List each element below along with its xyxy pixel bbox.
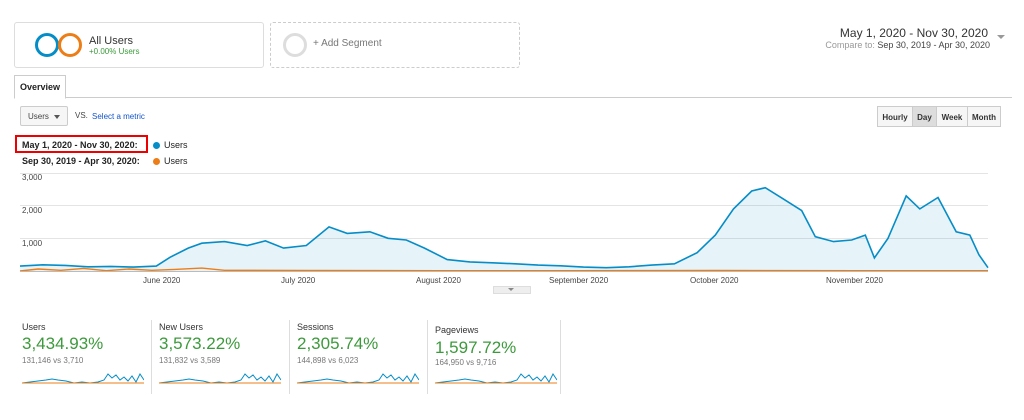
segment-change: +0.00% Users [89, 47, 140, 56]
scorecard-divider [560, 320, 561, 394]
x-tick-november: November 2020 [826, 276, 883, 285]
scorecard-pageviews[interactable]: Pageviews 1,597.72% 164,950 vs 9,716 [435, 320, 560, 394]
granularity-month[interactable]: Month [967, 106, 1001, 127]
legend-range-compare: Sep 30, 2019 - Apr 30, 2020: [22, 156, 140, 166]
scorecard-label: New Users [159, 322, 204, 332]
add-segment-ring-icon [283, 33, 307, 57]
scorecard-comparison: 144,898 vs 6,023 [297, 356, 359, 365]
y-tick-2000: 2,000 [22, 206, 43, 215]
y-tick-1000: 1,000 [22, 239, 43, 248]
granularity-day[interactable]: Day [912, 106, 937, 127]
scorecard-divider [427, 320, 428, 394]
legend-range-primary: May 1, 2020 - Nov 30, 2020: [22, 140, 138, 150]
chevron-down-icon [54, 115, 60, 119]
scorecard-comparison: 131,146 vs 3,710 [22, 356, 84, 365]
legend-dot-primary [153, 142, 160, 149]
add-segment-button[interactable]: + Add Segment [270, 22, 520, 68]
highlight-box [15, 135, 148, 153]
scorecard-value: 2,305.74% [297, 334, 379, 353]
scorecard-comparison: 131,832 vs 3,589 [159, 356, 221, 365]
users-chart [19, 186, 989, 272]
scorecard-label: Users [22, 322, 46, 332]
y-tick-3000: 3,000 [22, 173, 43, 182]
scorecard-value: 3,573.22% [159, 334, 241, 353]
sparkline [297, 373, 419, 384]
scorecard-value: 3,434.93% [22, 334, 104, 353]
gridline-1000 [20, 238, 988, 239]
segment-orange-ring-icon [58, 33, 82, 57]
x-tick-june: June 2020 [143, 276, 181, 285]
scorecard-value: 1,597.72% [435, 338, 517, 357]
gridline-2000 [20, 205, 988, 206]
sparkline [159, 373, 281, 384]
series-area-primary [20, 187, 988, 271]
vs-label: VS. [75, 111, 88, 120]
sparkline [22, 373, 144, 384]
tab-overview[interactable]: Overview [14, 75, 66, 99]
tab-divider [14, 97, 1012, 98]
series-line-compare [19, 267, 988, 272]
scorecard-label: Pageviews [435, 325, 479, 335]
date-range-compare: Compare to: Sep 30, 2019 - Apr 30, 2020 [825, 40, 990, 50]
segment-all-users[interactable]: All Users +0.00% Users [14, 22, 264, 68]
scorecard-users[interactable]: Users 3,434.93% 131,146 vs 3,710 [22, 320, 147, 394]
chevron-down-icon[interactable] [997, 35, 1005, 39]
x-tick-september: September 2020 [549, 276, 609, 285]
scorecard-sessions[interactable]: Sessions 2,305.74% 144,898 vs 6,023 [297, 320, 422, 394]
add-segment-label: + Add Segment [313, 38, 382, 49]
scorecard-divider [289, 320, 290, 394]
segment-blue-ring-icon [35, 33, 59, 57]
scorecard-comparison: 164,950 vs 9,716 [435, 358, 497, 367]
x-tick-july: July 2020 [281, 276, 316, 285]
date-range-main: May 1, 2020 - Nov 30, 2020 [839, 26, 988, 40]
scorecard-label: Sessions [297, 322, 334, 332]
legend-dot-compare [153, 158, 160, 165]
series-line-primary [19, 186, 989, 269]
scorecard-divider [151, 320, 152, 394]
legend-metric-compare: Users [164, 156, 188, 166]
segment-name: All Users [89, 35, 134, 47]
legend-metric-primary: Users [164, 140, 188, 150]
x-tick-august: August 2020 [416, 276, 461, 285]
chart-resize-handle[interactable] [493, 286, 531, 294]
metric-select[interactable]: Users [20, 106, 68, 126]
sparkline [435, 373, 557, 384]
select-metric-link[interactable]: Select a metric [92, 112, 145, 121]
x-tick-october: October 2020 [690, 276, 739, 285]
scorecard-new-users[interactable]: New Users 3,573.22% 131,832 vs 3,589 [159, 320, 284, 394]
gridline-3000 [20, 173, 988, 174]
